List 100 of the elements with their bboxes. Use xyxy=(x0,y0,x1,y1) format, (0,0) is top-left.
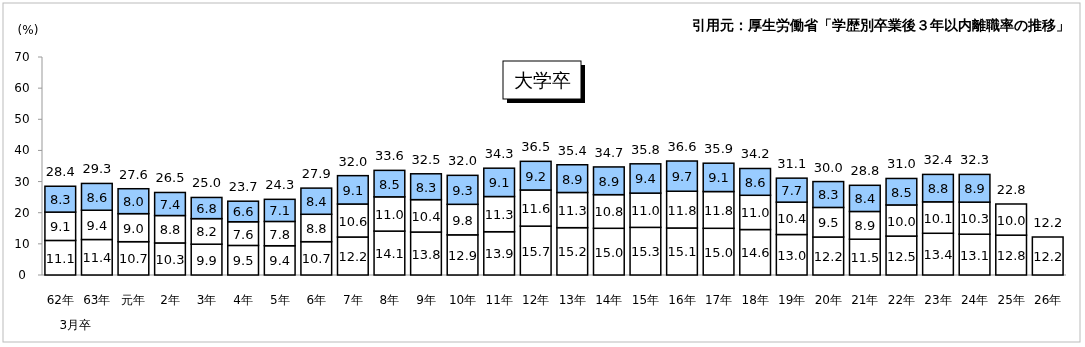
data-label: 10.3 xyxy=(960,211,990,227)
total-label: 32.0 xyxy=(448,153,478,169)
data-label: 9.0 xyxy=(123,220,144,236)
total-label: 36.5 xyxy=(521,139,551,155)
data-label: 13.4 xyxy=(923,247,953,263)
data-label: 7.7 xyxy=(781,183,803,199)
data-label: 10.6 xyxy=(338,213,368,229)
x-tick-label: 14年 xyxy=(595,293,623,307)
data-label: 9.4 xyxy=(269,253,291,269)
data-label: 11.3 xyxy=(557,203,587,219)
data-label: 8.9 xyxy=(854,218,876,234)
data-label: 11.0 xyxy=(374,206,404,222)
total-label: 35.9 xyxy=(704,141,734,157)
total-label: 27.9 xyxy=(301,166,331,182)
total-label: 28.8 xyxy=(850,163,880,179)
total-label: 22.8 xyxy=(996,181,1026,197)
total-label: 32.4 xyxy=(923,152,953,168)
data-label: 12.2 xyxy=(813,249,843,264)
data-label: 7.1 xyxy=(269,203,291,219)
y-tick-label: 40 xyxy=(14,143,30,158)
data-label: 10.7 xyxy=(301,251,331,267)
data-label: 10.0 xyxy=(886,213,916,229)
data-label: 9.5 xyxy=(232,253,254,269)
x-tick-label: 3年 xyxy=(196,293,217,307)
y-tick-label: 30 xyxy=(14,174,30,189)
y-tick-label: 70 xyxy=(14,50,30,64)
data-label: 12.2 xyxy=(1033,249,1063,264)
data-label: 6.6 xyxy=(232,204,254,220)
x-tick-label: 62年 xyxy=(46,293,74,307)
data-label: 11.0 xyxy=(740,205,770,221)
data-label: 9.4 xyxy=(635,171,656,187)
x-tick-label: 9年 xyxy=(416,293,436,307)
data-label: 13.1 xyxy=(960,247,990,263)
data-label: 8.6 xyxy=(744,174,766,190)
data-label: 8.9 xyxy=(561,171,583,187)
data-label: 8.5 xyxy=(891,184,912,200)
total-label: 24.3 xyxy=(265,177,295,193)
x-tick-label: 17年 xyxy=(704,293,733,307)
total-label: 34.7 xyxy=(594,144,624,160)
data-label: 8.4 xyxy=(854,191,876,207)
data-label: 9.7 xyxy=(671,169,693,185)
text: 大学卒 xyxy=(513,69,571,91)
total-label: 30.0 xyxy=(813,159,843,175)
x-tick-label: 24年 xyxy=(960,293,989,307)
total-label: 32.3 xyxy=(960,152,990,168)
total-label: 32.0 xyxy=(338,153,368,169)
data-label: 15.3 xyxy=(630,244,660,260)
total-label: 31.0 xyxy=(886,156,916,172)
total-label: 29.3 xyxy=(82,161,112,177)
x-tick-label: 7年 xyxy=(343,293,363,307)
total-label: 23.7 xyxy=(228,179,258,195)
data-label: 15.1 xyxy=(667,244,697,260)
data-label: 10.4 xyxy=(777,211,807,227)
data-label: 8.3 xyxy=(415,179,437,195)
data-label: 7.6 xyxy=(232,226,254,242)
data-label: 10.3 xyxy=(155,251,185,267)
x-tick-label: 26年 xyxy=(1034,293,1062,307)
data-label: 9.1 xyxy=(488,175,510,191)
text: 引用元：厚生労働省「学歴別卒業後３年以内離職率の推移」 xyxy=(692,17,1070,33)
x-tick-label: 22年 xyxy=(887,293,916,307)
data-label: 10.4 xyxy=(411,208,441,224)
data-label: 8.9 xyxy=(598,173,620,189)
x-tick-label: 18年 xyxy=(741,293,769,307)
y-axis-title: (%) xyxy=(17,23,39,37)
data-label: 9.4 xyxy=(86,217,108,233)
data-label: 7.8 xyxy=(269,226,291,242)
total-label: 32.5 xyxy=(411,151,441,167)
data-label: 10.7 xyxy=(118,251,148,267)
x-tick-label: 20年 xyxy=(814,293,842,307)
data-label: 15.2 xyxy=(557,244,587,260)
total-label: 34.2 xyxy=(740,146,770,162)
y-tick-label: 10 xyxy=(14,236,30,251)
total-label: 36.6 xyxy=(667,139,697,155)
data-label: 13.9 xyxy=(484,246,514,262)
total-label: 12.2 xyxy=(1033,215,1063,231)
data-label: 12.8 xyxy=(996,248,1026,264)
data-label: 11.6 xyxy=(521,201,551,217)
total-label: 26.5 xyxy=(155,170,185,186)
data-label: 11.5 xyxy=(850,250,880,266)
data-label: 13.0 xyxy=(777,247,807,263)
data-label: 9.2 xyxy=(525,168,547,184)
x-tick-label: 23年 xyxy=(924,293,952,307)
x-tick-label: 13年 xyxy=(558,293,586,307)
data-label: 9.3 xyxy=(452,182,473,198)
x-tick-label: 21年 xyxy=(851,293,879,307)
data-label: 8.8 xyxy=(159,222,181,238)
x-tick-label: 2年 xyxy=(160,293,180,307)
data-label: 6.8 xyxy=(196,201,217,217)
x-tick-label: 15年 xyxy=(631,293,660,307)
data-label: 10.8 xyxy=(594,204,624,220)
data-label: 12.9 xyxy=(448,247,478,263)
x-tick-label: 12年 xyxy=(522,293,550,307)
data-label: 11.4 xyxy=(82,250,112,266)
data-label: 14.1 xyxy=(374,246,404,262)
data-label: 11.0 xyxy=(630,203,660,219)
total-label: 28.4 xyxy=(45,164,75,180)
total-label: 31.1 xyxy=(777,156,807,172)
data-label: 8.5 xyxy=(379,176,400,192)
total-label: 35.4 xyxy=(557,142,587,158)
x-tick-label: 6年 xyxy=(306,293,327,307)
